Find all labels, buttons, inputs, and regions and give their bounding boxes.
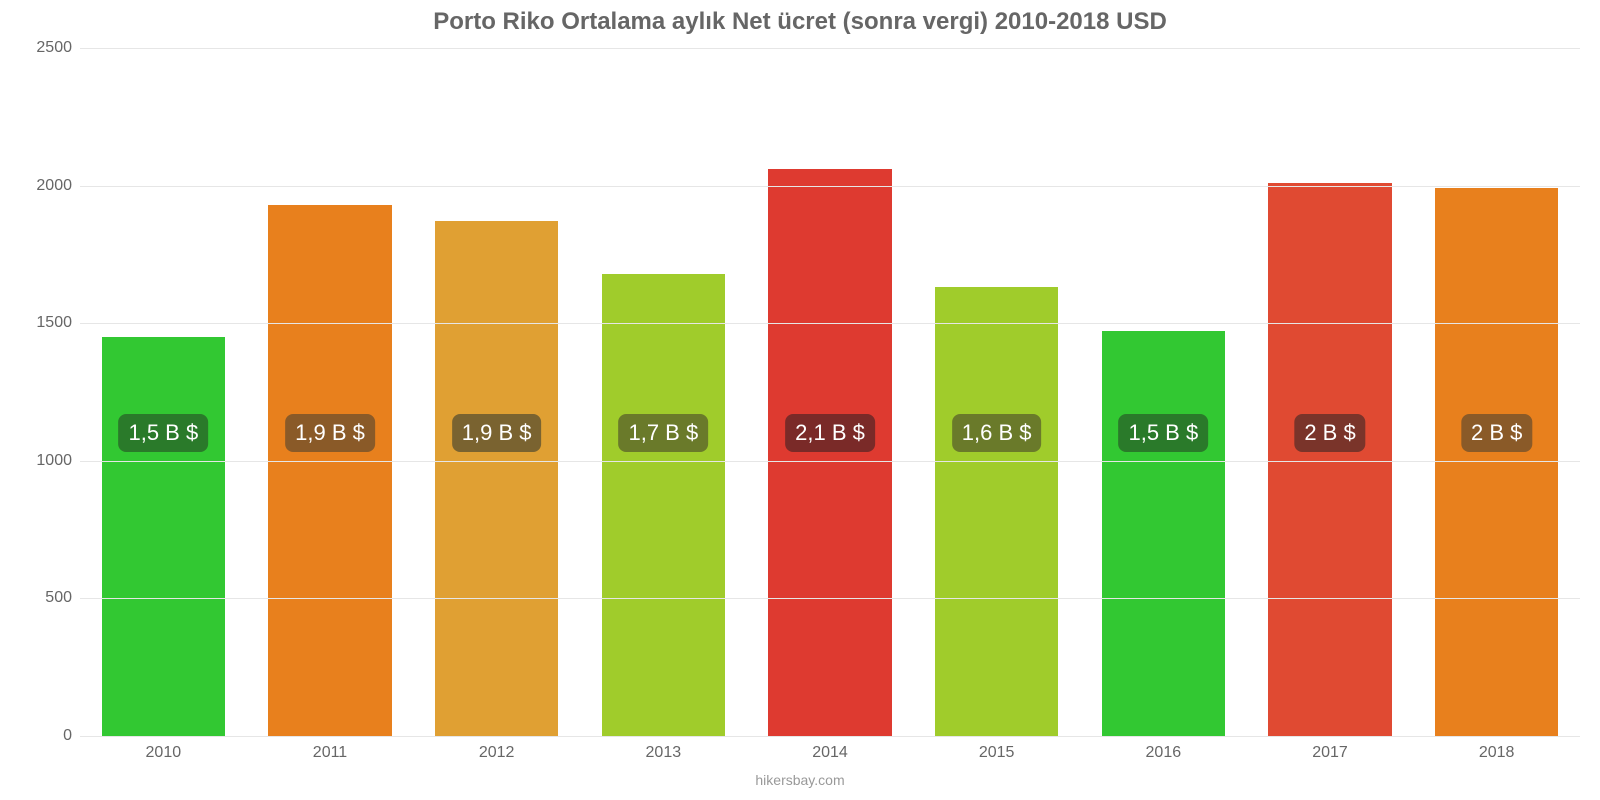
gridline [80, 48, 1580, 49]
x-tick-label: 2015 [979, 744, 1015, 762]
y-tick-label: 2500 [0, 39, 72, 57]
x-tick-label: 2012 [479, 744, 515, 762]
value-label: 1,9 B $ [452, 414, 542, 452]
gridline [80, 323, 1580, 324]
x-tick-label: 2010 [146, 744, 182, 762]
x-tick-label: 2018 [1479, 744, 1515, 762]
gridline [80, 461, 1580, 462]
salary-bar-chart: Porto Riko Ortalama aylık Net ücret (son… [0, 0, 1600, 800]
x-tick-label: 2016 [1146, 744, 1182, 762]
value-label: 1,9 B $ [285, 414, 375, 452]
value-label: 2 B $ [1461, 414, 1532, 452]
bar [102, 337, 225, 736]
bar [268, 205, 391, 736]
bar [768, 169, 891, 736]
y-tick-label: 2000 [0, 177, 72, 195]
gridline [80, 736, 1580, 737]
gridline [80, 598, 1580, 599]
value-label: 1,5 B $ [118, 414, 208, 452]
y-tick-label: 500 [0, 589, 72, 607]
gridline [80, 186, 1580, 187]
bar [602, 274, 725, 736]
bar [1268, 183, 1391, 736]
y-tick-label: 0 [0, 727, 72, 745]
bar [1435, 188, 1558, 736]
value-label: 1,6 B $ [952, 414, 1042, 452]
plot-area: 1,5 B $ 1,9 B $ 1,9 B $ 1,7 B $ 2,1 B $ 1,6 B… [80, 48, 1580, 736]
x-tick-label: 2014 [812, 744, 848, 762]
x-tick-label: 2011 [313, 744, 347, 762]
value-label: 2 B $ [1294, 414, 1365, 452]
bars-layer [80, 48, 1580, 736]
value-label: 1,7 B $ [618, 414, 708, 452]
x-tick-label: 2017 [1312, 744, 1348, 762]
credit-text: hikersbay.com [0, 772, 1600, 788]
value-label: 1,5 B $ [1118, 414, 1208, 452]
value-label: 2,1 B $ [785, 414, 875, 452]
y-tick-label: 1000 [0, 452, 72, 470]
y-tick-label: 1500 [0, 314, 72, 332]
bar [1102, 331, 1225, 736]
x-tick-label: 2013 [646, 744, 682, 762]
bar [935, 287, 1058, 736]
bar [435, 221, 558, 736]
chart-title: Porto Riko Ortalama aylık Net ücret (son… [0, 8, 1600, 36]
